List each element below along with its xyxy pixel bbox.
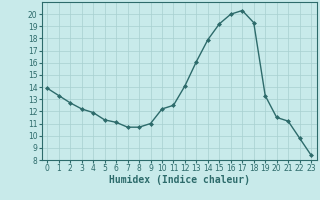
X-axis label: Humidex (Indice chaleur): Humidex (Indice chaleur) — [109, 175, 250, 185]
